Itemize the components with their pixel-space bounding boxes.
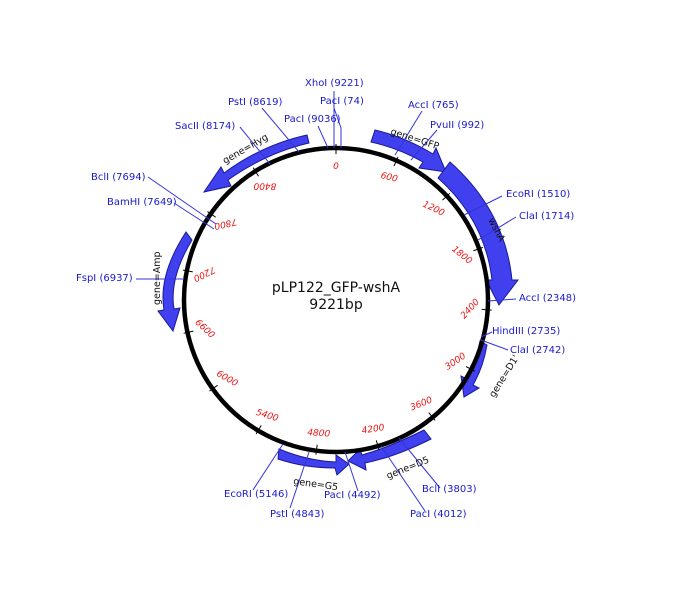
site-line-paci-4492 bbox=[344, 451, 359, 492]
site-line-bcli-3803 bbox=[398, 437, 441, 489]
site-label-psti-4843[interactable]: PstI (4843) bbox=[270, 509, 324, 520]
site-label-paci-9036[interactable]: PacI (9036) bbox=[284, 114, 341, 125]
site-label-bamhi[interactable]: BamHI (7649) bbox=[107, 197, 177, 208]
tick-label: 1200 bbox=[421, 200, 446, 219]
tick-mark bbox=[183, 330, 194, 334]
site-label-acci-2348[interactable]: AccI (2348) bbox=[519, 293, 576, 304]
site-line-psti-4843 bbox=[289, 451, 310, 509]
site-label-hindiii[interactable]: HindIII (2735) bbox=[492, 326, 560, 337]
site-line-clai-1714 bbox=[477, 216, 517, 241]
tick-mark bbox=[375, 440, 380, 451]
site-label-ecori-1510[interactable]: EcoRI (1510) bbox=[506, 189, 570, 200]
gene-arrow-g5[interactable] bbox=[277, 448, 350, 476]
tick-label: 3600 bbox=[409, 395, 434, 413]
gene-label-d1: gene=D1' bbox=[487, 353, 522, 399]
site-line-acci-2348 bbox=[487, 298, 517, 302]
site-label-bcli-7694[interactable]: BclI (7694) bbox=[91, 172, 146, 183]
plasmid-name: pLP122_GFP-wshA bbox=[272, 280, 401, 296]
tick-label: 7800 bbox=[213, 216, 238, 231]
tick-mark bbox=[428, 412, 436, 421]
gene-arrow-amp[interactable] bbox=[157, 231, 193, 333]
site-line-bamhi bbox=[173, 202, 215, 230]
tick-mark bbox=[481, 308, 492, 311]
site-line-ecori-5146 bbox=[252, 443, 284, 491]
site-label-paci-4492[interactable]: PacI (4492) bbox=[324, 490, 381, 501]
site-label-ecori-5146[interactable]: EcoRI (5146) bbox=[224, 489, 288, 500]
tick-label: 7200 bbox=[191, 264, 216, 283]
tick-mark bbox=[465, 366, 476, 372]
site-label-paci-74[interactable]: PacI (74) bbox=[320, 96, 364, 107]
site-line-paci-9036 bbox=[317, 125, 329, 149]
tick-mark bbox=[393, 156, 399, 167]
tick-mark bbox=[207, 211, 216, 218]
site-line-psti-8619 bbox=[261, 107, 300, 153]
gene-label-g5: gene=G5 bbox=[293, 476, 339, 493]
site-leader-lines bbox=[136, 91, 517, 512]
gene-arrow-d5[interactable] bbox=[347, 429, 432, 471]
site-label-bcli-3803[interactable]: BclI (3803) bbox=[422, 484, 477, 495]
site-label-psti-8619[interactable]: PstI (8619) bbox=[228, 97, 282, 108]
gene-arrow-wsha[interactable] bbox=[437, 161, 520, 306]
restriction-sites: XhoI (9221) PacI (74) PacI (9036) PstI (… bbox=[76, 78, 576, 520]
tick-label: 0 bbox=[333, 162, 339, 172]
site-label-acci-765[interactable]: AccI (765) bbox=[408, 100, 459, 111]
site-label-xhoi[interactable]: XhoI (9221) bbox=[305, 78, 364, 89]
tick-label: 5400 bbox=[255, 408, 280, 424]
site-label-sacii[interactable]: SacII (8174) bbox=[175, 121, 235, 132]
tick-mark bbox=[182, 269, 193, 273]
site-line-pvuii bbox=[410, 129, 438, 161]
site-label-paci-4012[interactable]: PacI (4012) bbox=[410, 509, 467, 520]
site-line-clai-2742 bbox=[480, 339, 509, 351]
tick-label: 4800 bbox=[307, 428, 331, 440]
tick-mark bbox=[252, 167, 259, 177]
gene-arrow-hyg[interactable] bbox=[202, 134, 310, 193]
gene-arrow-gfp[interactable] bbox=[370, 129, 447, 173]
tick-mark bbox=[255, 425, 262, 435]
tick-mark bbox=[442, 192, 451, 201]
tick-label: 8400 bbox=[253, 180, 276, 190]
tick-mark bbox=[473, 246, 484, 252]
tick-label: 2400 bbox=[459, 297, 482, 321]
site-line-acci-765 bbox=[394, 110, 423, 156]
gene-label-amp: gene=Amp bbox=[152, 252, 163, 305]
gene-arrow-d1[interactable] bbox=[460, 340, 488, 398]
site-line-sacii bbox=[239, 126, 271, 165]
tick-label: 6600 bbox=[193, 318, 217, 341]
tick-label: 600 bbox=[380, 171, 399, 185]
site-line-paci-74 bbox=[333, 107, 342, 148]
tick-label: 3000 bbox=[444, 351, 469, 372]
plasmid-size: 9221bp bbox=[309, 297, 363, 313]
site-label-fspi[interactable]: FspI (6937) bbox=[76, 273, 133, 284]
site-label-pvuii[interactable]: PvuII (992) bbox=[430, 120, 484, 131]
tick-mark bbox=[209, 384, 218, 392]
tick-label: 6000 bbox=[214, 369, 239, 389]
tick-label: 4200 bbox=[361, 423, 385, 436]
site-label-clai-1714[interactable]: ClaI (1714) bbox=[519, 211, 574, 222]
site-line-ecori-1510 bbox=[463, 195, 503, 216]
site-line-bcli-7694 bbox=[147, 176, 217, 225]
site-line-hindiii bbox=[480, 331, 493, 338]
site-line-paci-4012 bbox=[380, 445, 426, 512]
tick-label: 1800 bbox=[449, 245, 473, 267]
site-label-clai-2742[interactable]: ClaI (2742) bbox=[510, 345, 565, 356]
tick-mark bbox=[315, 444, 318, 455]
